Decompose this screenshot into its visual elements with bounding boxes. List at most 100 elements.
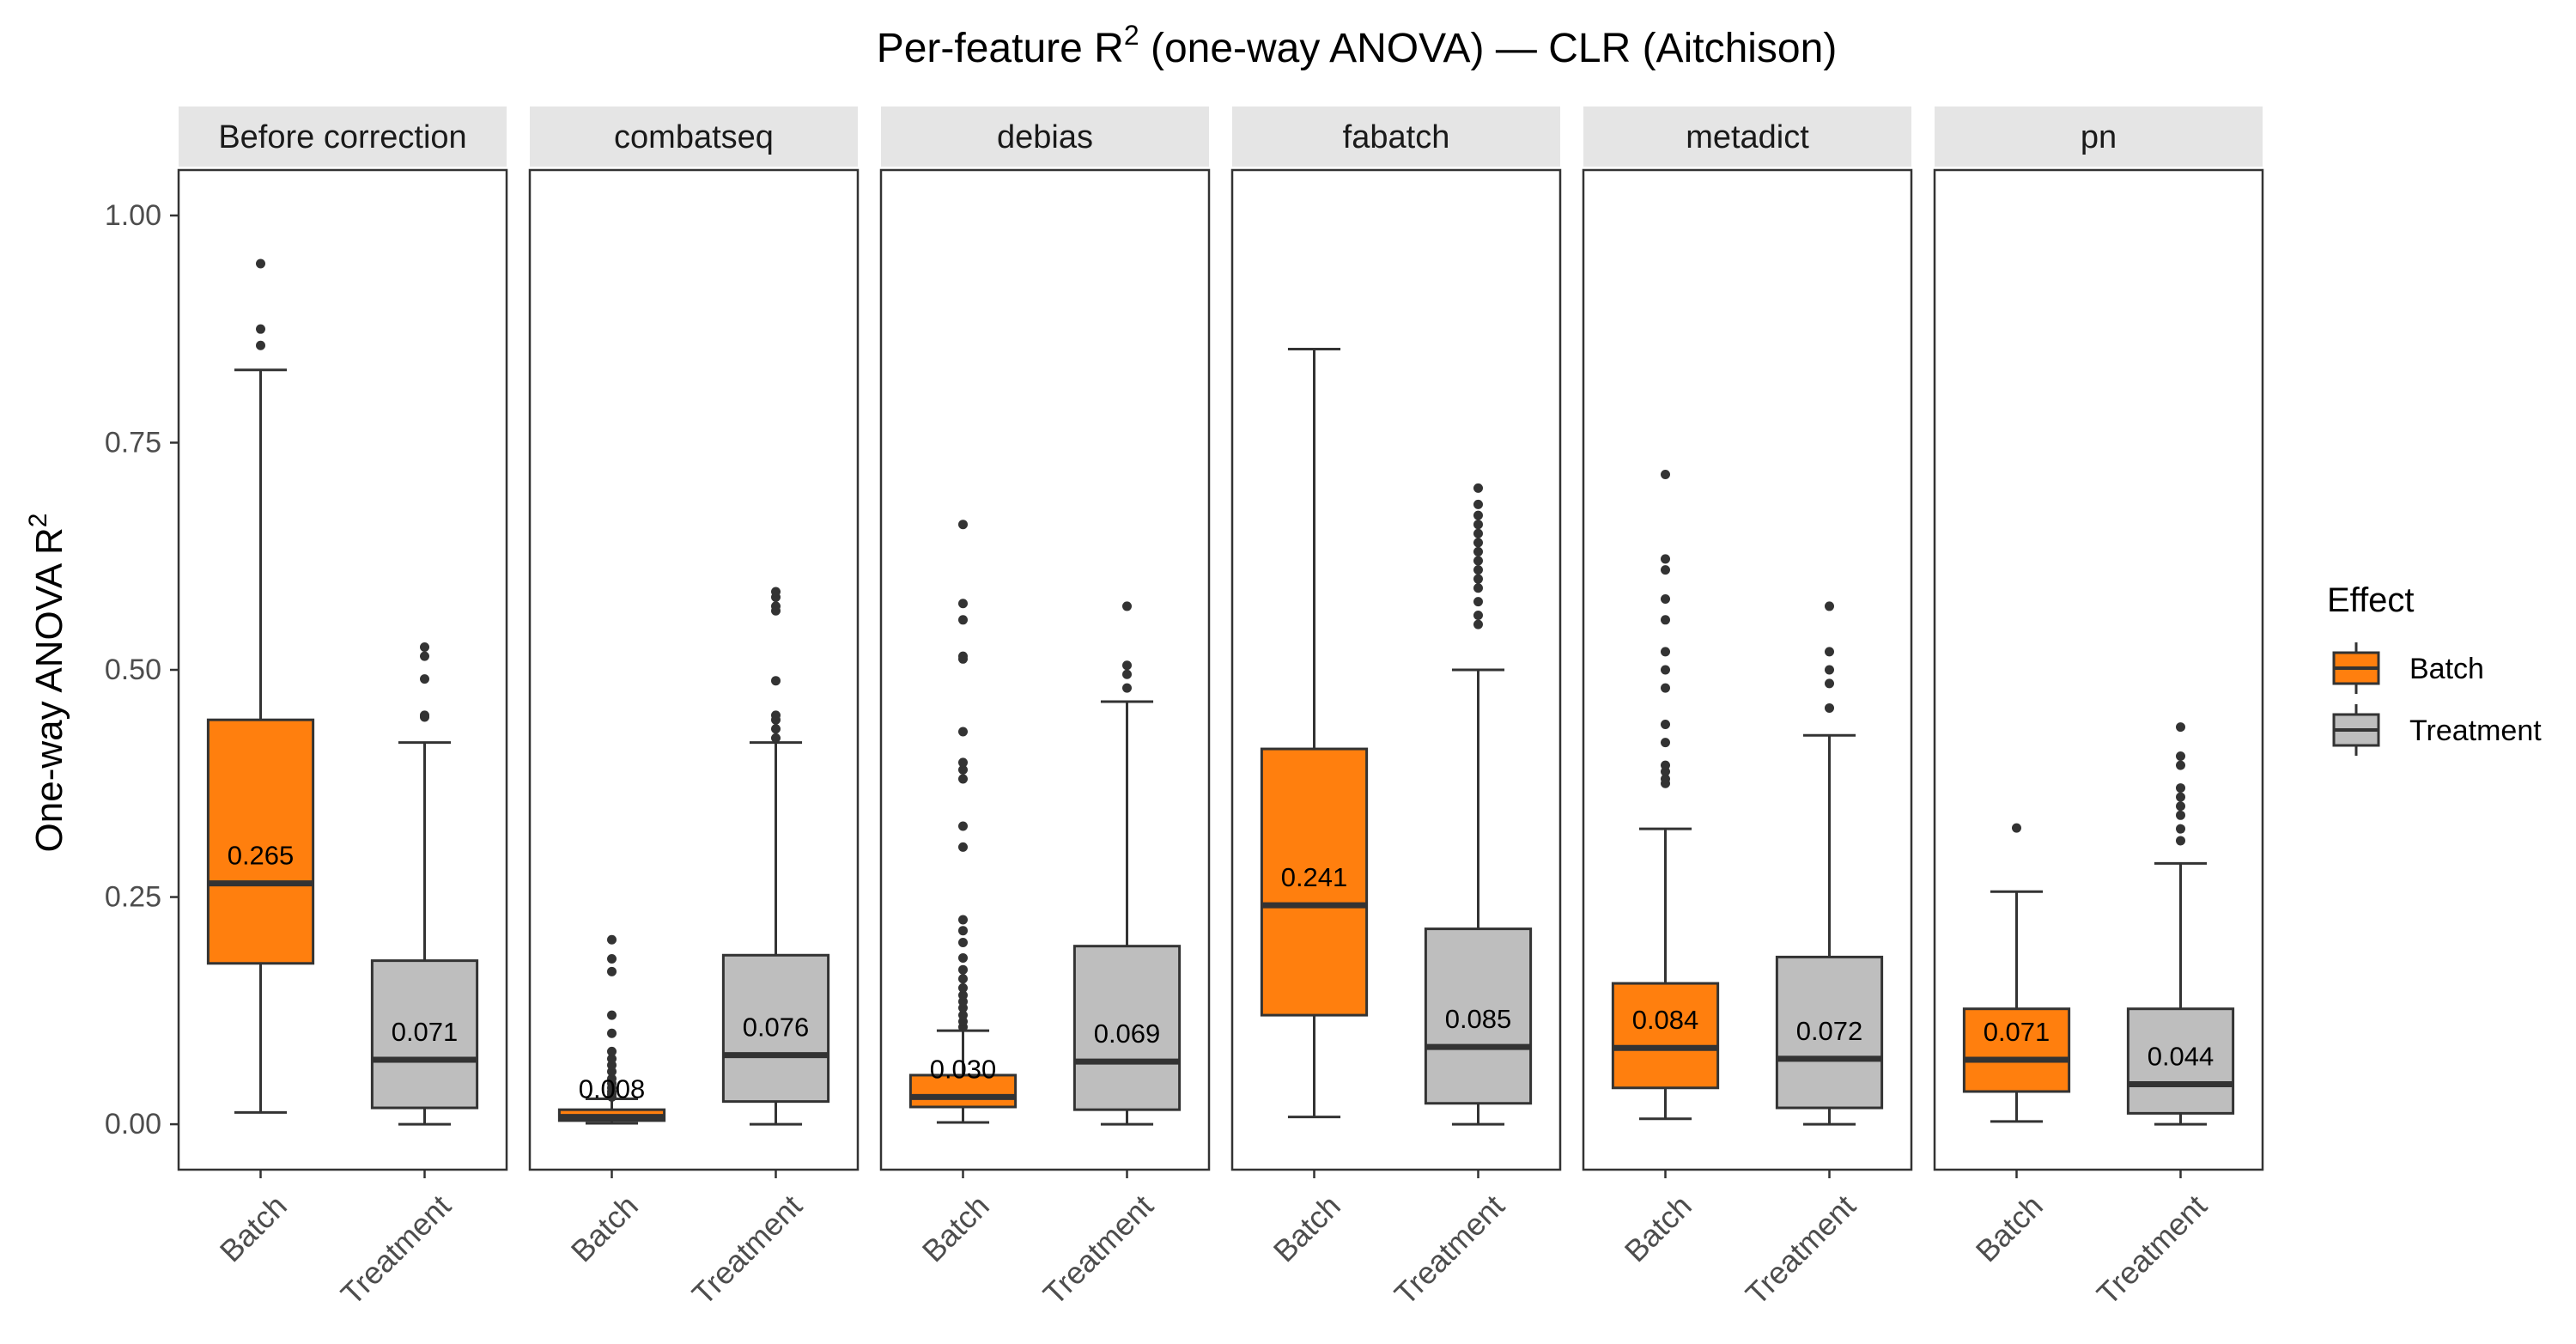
outlier-point <box>1661 593 1670 604</box>
x-tick-label: Treatment <box>1388 1188 1511 1311</box>
median-label: 0.084 <box>1632 1005 1699 1035</box>
median-label: 0.069 <box>1094 1019 1161 1049</box>
facet-panels: Before correction 0.265 Batch 0.071 Treatmen… <box>177 106 2264 1311</box>
box-iqr <box>1962 1007 2071 1093</box>
outlier-point <box>1473 528 1483 538</box>
median-label: 0.076 <box>743 1013 810 1043</box>
outlier-point <box>1661 615 1670 625</box>
x-tick-label: Treatment <box>334 1188 458 1311</box>
outlier-point <box>1473 597 1483 607</box>
x-tick-label: Batch <box>213 1188 294 1268</box>
outlier-point <box>1122 601 1132 611</box>
facet-strip-label: debias <box>997 119 1093 155</box>
x-tick-label: Batch <box>1267 1188 1347 1268</box>
y-axis-label-main: One-way ANOVA R <box>28 527 70 852</box>
outlier-point <box>420 642 429 653</box>
outlier-point <box>958 520 968 530</box>
outlier-point <box>958 615 968 625</box>
chart-title-rest: (one-way ANOVA) — CLR (Aitchison) <box>1139 26 1838 71</box>
box-iqr <box>721 953 830 1104</box>
median-label: 0.265 <box>228 841 295 871</box>
y-tick-label: 1.00 <box>105 199 161 232</box>
outlier-point <box>958 842 968 852</box>
y-tick-label: 0.25 <box>105 881 161 914</box>
outlier-point <box>2012 823 2021 833</box>
facet-panel: fabatch 0.241 Batch 0.085 Treatment <box>1230 106 1562 1311</box>
facet-strip-label: combatseq <box>614 119 774 155</box>
outlier-point <box>2176 836 2185 846</box>
outlier-point <box>1473 499 1483 509</box>
legend-entry-label: Treatment <box>2409 715 2542 747</box>
median-label: 0.072 <box>1796 1016 1863 1046</box>
panel-frame <box>879 168 1211 1171</box>
box-iqr <box>370 959 479 1110</box>
outlier-point <box>1661 738 1670 748</box>
y-tick-label: 0.75 <box>105 426 161 459</box>
box-iqr <box>1260 747 1369 1017</box>
outlier-point <box>1661 665 1670 675</box>
box-iqr <box>1072 945 1182 1111</box>
x-tick-label: Treatment <box>685 1188 809 1311</box>
outlier-point <box>256 324 265 334</box>
median-label: 0.044 <box>2148 1042 2215 1072</box>
outlier-point <box>2176 810 2185 820</box>
box-iqr <box>908 1073 1018 1109</box>
outlier-point <box>607 934 617 945</box>
outlier-point <box>1473 538 1483 548</box>
legend-entry-batch: Batch <box>2332 642 2484 694</box>
outlier-point <box>958 990 968 1000</box>
outlier-point <box>1473 556 1483 566</box>
outlier-point <box>1122 683 1132 693</box>
facet-strip <box>530 106 858 167</box>
facet-strip-label: fabatch <box>1343 119 1450 155</box>
outlier-point <box>1661 774 1670 784</box>
outlier-point <box>607 1073 617 1084</box>
y-tick-label: 0.00 <box>105 1108 161 1140</box>
legend: Effect Batch Treatment <box>2327 581 2542 756</box>
outlier-point <box>771 724 781 734</box>
facet-strip <box>1935 106 2263 167</box>
box-iqr <box>1611 982 1720 1090</box>
outlier-point <box>1661 647 1670 657</box>
outlier-point <box>958 651 968 661</box>
facet-panel: metadict 0.084 Batch 0.072 Treatment <box>1582 106 1913 1311</box>
outlier-point <box>1473 483 1483 493</box>
box-iqr <box>1424 927 1533 1105</box>
y-axis: 0.00 0.25 0.50 0.75 1.00 <box>105 199 179 1140</box>
outlier-point <box>771 587 781 597</box>
outlier-point <box>1661 469 1670 479</box>
outlier-point <box>607 1010 617 1020</box>
chart-title-sup: 2 <box>1124 20 1139 51</box>
x-tick-label: Batch <box>564 1188 645 1268</box>
outlier-point <box>1473 546 1483 556</box>
outlier-point <box>1122 669 1132 679</box>
outlier-point <box>420 710 429 721</box>
outlier-point <box>1122 660 1132 671</box>
facet-panel: Before correction 0.265 Batch 0.071 Treatmen… <box>177 106 508 1311</box>
facet-panel: pn 0.071 Batch 0.044 Treatment <box>1933 106 2264 1311</box>
facet-panel: debias 0.030 Batch 0.069 Treatment <box>879 106 1211 1311</box>
outlier-point <box>607 1054 617 1064</box>
outlier-point <box>771 676 781 686</box>
panel-frame <box>1933 168 2264 1171</box>
outlier-point <box>1825 647 1834 657</box>
outlier-point <box>256 340 265 350</box>
outlier-point <box>958 915 968 925</box>
median-label: 0.030 <box>930 1054 997 1084</box>
outlier-point <box>1825 678 1834 689</box>
legend-title: Effect <box>2327 581 2415 619</box>
outlier-point <box>958 1010 968 1020</box>
y-axis-label-sup: 2 <box>24 514 52 528</box>
outlier-point <box>1825 702 1834 713</box>
box-iqr <box>1775 955 1884 1110</box>
x-tick-label: Treatment <box>1739 1188 1862 1311</box>
outlier-point <box>958 937 968 947</box>
x-tick-label: Treatment <box>1036 1188 1160 1311</box>
facet-strip <box>1232 106 1560 167</box>
outlier-point <box>1661 760 1670 770</box>
facet-strip-label: Before correction <box>218 119 466 155</box>
chart-title: Per-feature R2 (one-way ANOVA) — CLR (Ai… <box>877 20 1838 71</box>
outlier-point <box>420 674 429 684</box>
outlier-point <box>256 258 265 269</box>
median-label: 0.071 <box>1984 1017 2050 1047</box>
